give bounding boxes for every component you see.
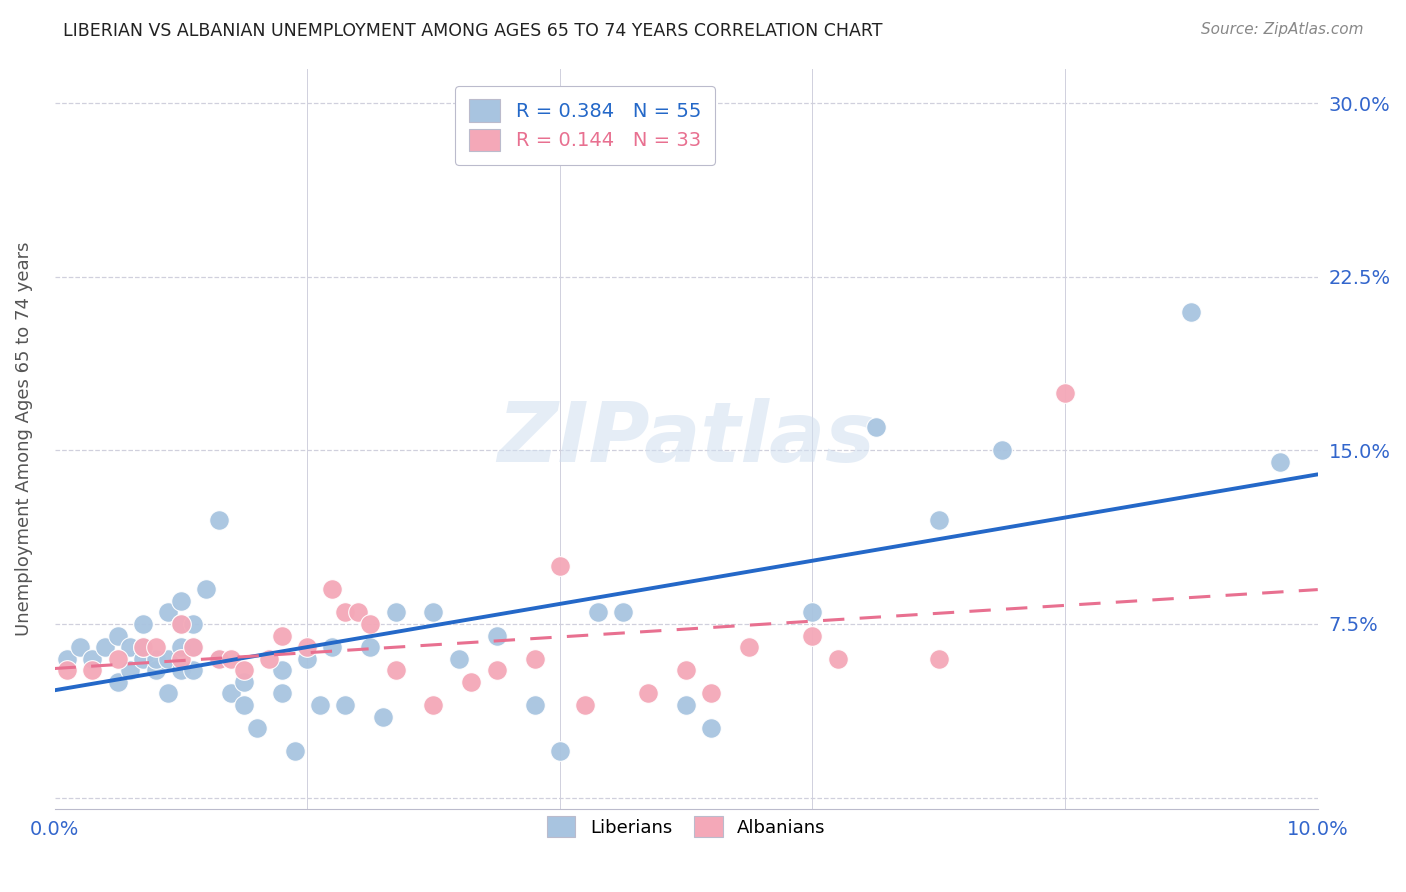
Point [233,674,256,689]
Point [208,513,231,527]
Point [359,640,381,654]
Point [170,640,193,654]
Point [107,674,129,689]
Point [447,651,470,665]
Point [82,651,104,665]
Point [308,698,330,712]
Point [157,606,180,620]
Point [157,651,180,665]
Point [384,606,406,620]
Point [107,651,129,665]
Point [221,686,243,700]
Point [675,663,697,677]
Point [928,651,950,665]
Point [1054,385,1077,400]
Point [700,721,723,735]
Point [145,640,167,654]
Point [612,606,634,620]
Point [170,651,193,665]
Point [132,651,155,665]
Point [271,686,294,700]
Point [183,640,205,654]
Point [1268,455,1291,469]
Point [195,582,218,597]
Point [271,629,294,643]
Point [700,686,723,700]
Point [574,698,596,712]
Text: LIBERIAN VS ALBANIAN UNEMPLOYMENT AMONG AGES 65 TO 74 YEARS CORRELATION CHART: LIBERIAN VS ALBANIAN UNEMPLOYMENT AMONG … [63,22,883,40]
Point [271,663,294,677]
Point [460,674,482,689]
Legend: Liberians, Albanians: Liberians, Albanians [540,809,832,845]
Point [675,698,697,712]
Point [523,698,546,712]
Point [183,663,205,677]
Point [928,513,950,527]
Point [170,594,193,608]
Point [170,663,193,677]
Point [359,617,381,632]
Point [132,640,155,654]
Point [233,698,256,712]
Point [422,606,444,620]
Point [586,606,609,620]
Text: ZIPatlas: ZIPatlas [498,399,875,479]
Point [120,640,142,654]
Point [183,617,205,632]
Point [183,640,205,654]
Point [246,721,269,735]
Point [346,606,368,620]
Point [233,663,256,677]
Point [333,698,356,712]
Point [82,663,104,677]
Point [107,629,129,643]
Point [1180,304,1202,318]
Point [56,651,79,665]
Point [738,640,761,654]
Point [865,420,887,434]
Text: Source: ZipAtlas.com: Source: ZipAtlas.com [1201,22,1364,37]
Point [94,640,117,654]
Point [801,629,824,643]
Point [485,629,508,643]
Point [145,663,167,677]
Point [170,617,193,632]
Point [801,606,824,620]
Point [333,606,356,620]
Point [259,651,281,665]
Point [132,640,155,654]
Point [827,651,849,665]
Point [132,617,155,632]
Y-axis label: Unemployment Among Ages 65 to 74 years: Unemployment Among Ages 65 to 74 years [15,242,32,636]
Point [321,640,343,654]
Point [371,709,394,723]
Point [384,663,406,677]
Point [157,686,180,700]
Point [523,651,546,665]
Point [283,744,305,758]
Point [208,651,231,665]
Point [548,744,571,758]
Point [485,663,508,677]
Point [548,559,571,574]
Point [422,698,444,712]
Point [295,651,318,665]
Point [221,651,243,665]
Point [170,617,193,632]
Point [208,651,231,665]
Point [991,443,1014,458]
Point [295,640,318,654]
Point [145,651,167,665]
Point [321,582,343,597]
Point [56,663,79,677]
Point [637,686,659,700]
Point [69,640,91,654]
Point [120,663,142,677]
